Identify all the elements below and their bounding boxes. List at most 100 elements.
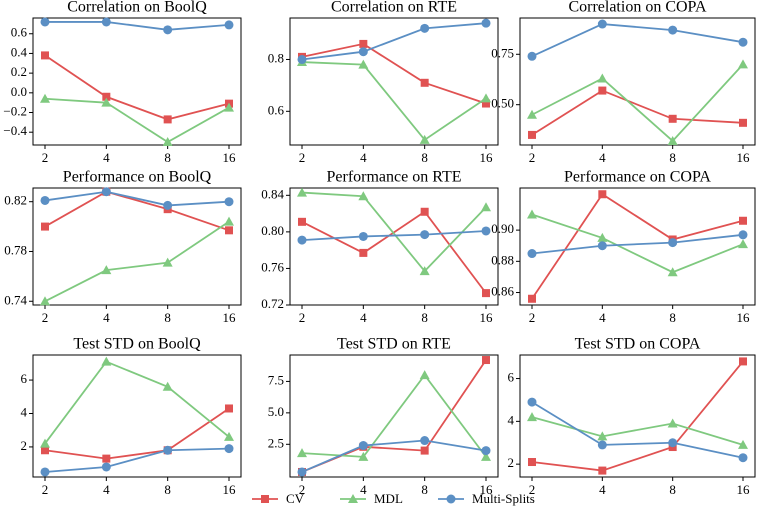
plot-frame [289, 187, 499, 306]
x-tick-label: 16 [480, 150, 494, 165]
data-point [297, 54, 307, 64]
y-tick-label: 0.76 [261, 259, 284, 274]
y-tick-label: 5.0 [268, 404, 284, 419]
chart-title: Performance on BoolQ [63, 169, 212, 186]
data-point [40, 93, 50, 103]
x-tick-label: 4 [599, 310, 606, 325]
y-tick-label: 0.6 [268, 102, 285, 117]
x-tick-label: 2 [42, 150, 49, 165]
data-point [41, 446, 49, 455]
data-point [224, 431, 234, 441]
x-tick-label: 8 [164, 150, 171, 165]
data-point [597, 232, 608, 242]
data-point [162, 257, 173, 267]
data-point [597, 241, 607, 251]
plot-frame [32, 354, 242, 478]
x-tick-label: 8 [669, 310, 676, 325]
series-line [531, 416, 744, 446]
series-line [301, 230, 487, 242]
data-point [527, 412, 537, 422]
data-point [527, 51, 537, 61]
data-point [481, 226, 491, 236]
series-line [44, 447, 230, 473]
x-tick-label: 8 [669, 482, 676, 497]
data-point [481, 18, 491, 28]
y-tick-label: 0.82 [4, 193, 27, 208]
y-tick-label: 0.86 [491, 284, 514, 299]
data-point [358, 441, 368, 451]
y-tick-label: −0.4 [3, 123, 27, 138]
y-tick-label: 0.84 [261, 186, 284, 201]
data-point [102, 454, 111, 463]
data-point [358, 59, 369, 69]
data-point [738, 230, 748, 240]
data-point [419, 134, 430, 144]
data-point [163, 445, 173, 455]
data-point [224, 102, 234, 112]
data-point [225, 226, 233, 235]
x-tick-label: 8 [669, 150, 676, 165]
data-point [420, 207, 429, 216]
x-tick-label: 2 [299, 310, 306, 325]
data-point [297, 187, 307, 197]
x-tick-label: 8 [421, 150, 428, 165]
x-tick-label: 16 [223, 482, 237, 497]
y-tick-label: 2 [21, 438, 28, 453]
data-point [668, 25, 678, 35]
series-line [301, 22, 487, 61]
data-point [481, 451, 491, 461]
data-point [667, 418, 678, 428]
y-tick-label: 6 [21, 371, 28, 386]
legend-marker [261, 495, 269, 503]
series-line [531, 360, 744, 472]
data-point [420, 78, 429, 87]
y-tick-label: 0.50 [491, 96, 514, 111]
series-line [531, 63, 744, 143]
chart-title: Correlation on RTE [331, 0, 457, 16]
data-point [297, 235, 307, 245]
y-tick-label: 2.5 [268, 435, 284, 450]
data-point [527, 209, 537, 219]
x-tick-label: 2 [529, 482, 536, 497]
series-line [44, 97, 230, 144]
plot-frame [32, 187, 242, 306]
series-line [301, 210, 487, 294]
data-point [528, 294, 536, 303]
data-point [298, 217, 306, 226]
series-line [44, 54, 230, 121]
data-point [101, 187, 111, 197]
data-point [738, 453, 748, 463]
data-point [419, 266, 430, 276]
x-tick-label: 2 [529, 310, 536, 325]
data-point [420, 23, 430, 33]
x-tick-label: 4 [599, 150, 606, 165]
series-line [531, 23, 744, 58]
series-line [531, 213, 744, 274]
y-tick-label: −0.2 [3, 103, 27, 118]
x-tick-label: 4 [360, 482, 367, 497]
y-tick-label: 0.78 [4, 242, 27, 257]
chart-title: Performance on COPA [564, 169, 711, 186]
x-tick-label: 8 [164, 310, 171, 325]
x-tick-label: 16 [737, 482, 751, 497]
data-point [738, 239, 748, 249]
data-point [481, 446, 491, 456]
data-point [163, 200, 173, 210]
data-point [40, 17, 50, 27]
y-tick-label: 7.5 [268, 372, 284, 387]
data-point [598, 466, 607, 475]
y-tick-label: 0.74 [4, 292, 27, 307]
legend-marker [348, 494, 358, 503]
data-point [40, 438, 50, 448]
data-point [527, 109, 537, 119]
data-point [527, 397, 537, 407]
data-point [358, 231, 368, 241]
data-point [667, 135, 678, 145]
series-line [44, 220, 230, 303]
x-tick-label: 4 [103, 482, 110, 497]
series-line [301, 42, 487, 105]
chart-title: Correlation on COPA [568, 0, 707, 16]
data-point [224, 444, 234, 454]
data-point [358, 47, 368, 57]
series-line [44, 190, 230, 232]
